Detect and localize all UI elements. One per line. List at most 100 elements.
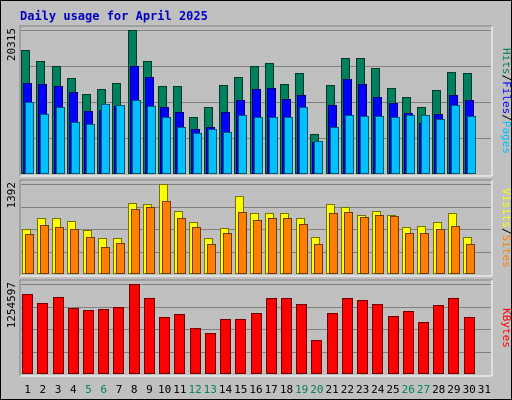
kbytes-bar [37, 303, 48, 374]
sites-bar [116, 243, 125, 274]
pages-bar [132, 100, 141, 174]
pages-bar [177, 127, 186, 174]
kbytes-bar [53, 297, 64, 374]
x-tick-label: 30 [463, 383, 476, 396]
sites-bar [436, 229, 445, 274]
pages-bar [40, 114, 49, 174]
x-tick-label: 1 [24, 383, 31, 396]
x-tick-label: 3 [55, 383, 62, 396]
x-tick-label: 22 [341, 383, 354, 396]
x-tick-label: 21 [325, 383, 338, 396]
pages-bar [391, 117, 400, 174]
x-tick-label: 7 [116, 383, 123, 396]
sites-bar [360, 217, 369, 274]
legend-separator: / [500, 114, 512, 121]
pages-bar [299, 107, 308, 174]
pages-bar [314, 141, 323, 174]
kbytes-bar [220, 319, 231, 374]
sites-bar [451, 226, 460, 274]
kbytes-bar [190, 328, 201, 374]
kbytes-bar [22, 294, 33, 374]
pages-bar [193, 133, 202, 174]
x-tick-label: 16 [249, 383, 262, 396]
x-tick-label: 29 [447, 383, 460, 396]
legend-separator: / [500, 75, 512, 82]
x-tick-label: 9 [146, 383, 153, 396]
sites-bar [55, 227, 64, 274]
pages-bar [436, 119, 445, 174]
sites-bar [101, 247, 110, 274]
side-legend: Visits/Sites [500, 188, 512, 268]
kbytes-bar [144, 298, 155, 374]
x-tick-label: 31 [478, 383, 491, 396]
x-tick-label: 23 [356, 383, 369, 396]
sites-bar [420, 233, 429, 274]
kbytes-bar [403, 311, 414, 374]
x-tick-label: 13 [204, 383, 217, 396]
pages-bar [284, 117, 293, 174]
y-max-label: 1254597 [5, 282, 18, 328]
kbytes-bar [418, 322, 429, 374]
panel-3: 1254597 KBytes [5, 279, 512, 377]
x-tick-label: 14 [219, 383, 233, 396]
kbytes-bar [174, 314, 185, 374]
pages-bar [208, 129, 217, 174]
kbytes-bar [342, 298, 353, 374]
kbytes-bar [266, 298, 277, 374]
pages-bar [421, 115, 430, 174]
sites-bar [86, 237, 95, 274]
side-legend: Hits/Files/Pages [500, 48, 512, 154]
sites-bar [390, 216, 399, 274]
sites-bar [192, 227, 201, 274]
sites-bar [375, 215, 384, 274]
pages-bar [116, 105, 125, 174]
sites-bar [329, 213, 338, 274]
kbytes-bar [98, 309, 109, 374]
x-tick-label: 15 [234, 383, 247, 396]
pages-bar [330, 127, 339, 174]
x-tick-label: 28 [432, 383, 445, 396]
kbytes-bar [251, 313, 262, 374]
pages-bar [101, 104, 110, 174]
kbytes-bar [83, 310, 94, 374]
legend-files: Files [500, 81, 512, 114]
sites-bar [238, 212, 247, 274]
x-tick-label: 10 [158, 383, 171, 396]
kbytes-bar [129, 284, 140, 374]
kbytes-bar [327, 313, 338, 374]
legend-separator: / [500, 228, 512, 235]
x-tick-label: 11 [173, 383, 186, 396]
x-tick-label: 26 [402, 383, 415, 396]
sites-bar [344, 212, 353, 274]
sites-bar [223, 233, 232, 274]
x-tick-label: 6 [100, 383, 107, 396]
legend-kbytes: KBytes [500, 308, 512, 348]
legend-visits: Visits [500, 188, 512, 228]
kbytes-bar [68, 308, 79, 374]
panel-1: 20315 Hits/Files/Pages [5, 25, 512, 177]
pages-bar [360, 116, 369, 174]
kbytes-bar [433, 305, 444, 374]
kbytes-bar [205, 333, 216, 374]
pages-bar [238, 115, 247, 174]
sites-bar [146, 207, 155, 274]
x-tick-label: 2 [39, 383, 46, 396]
x-tick-label: 4 [70, 383, 77, 396]
panel-2: 1392 Visits/Sites [5, 179, 512, 277]
y-max-label: 1392 [5, 182, 18, 209]
kbytes-bar [113, 307, 124, 374]
pages-bar [254, 117, 263, 174]
sites-bar [25, 234, 34, 274]
pages-bar [223, 132, 232, 174]
kbytes-bar [448, 298, 459, 374]
x-tick-label: 25 [386, 383, 399, 396]
sites-bar [253, 220, 262, 274]
x-tick-label: 27 [417, 383, 430, 396]
x-tick-label: 18 [280, 383, 293, 396]
pages-bar [467, 116, 476, 174]
pages-bar [269, 117, 278, 174]
x-tick-label: 12 [188, 383, 201, 396]
x-tick-label: 8 [131, 383, 138, 396]
sites-bar [299, 224, 308, 274]
y-max-label: 20315 [5, 28, 18, 61]
